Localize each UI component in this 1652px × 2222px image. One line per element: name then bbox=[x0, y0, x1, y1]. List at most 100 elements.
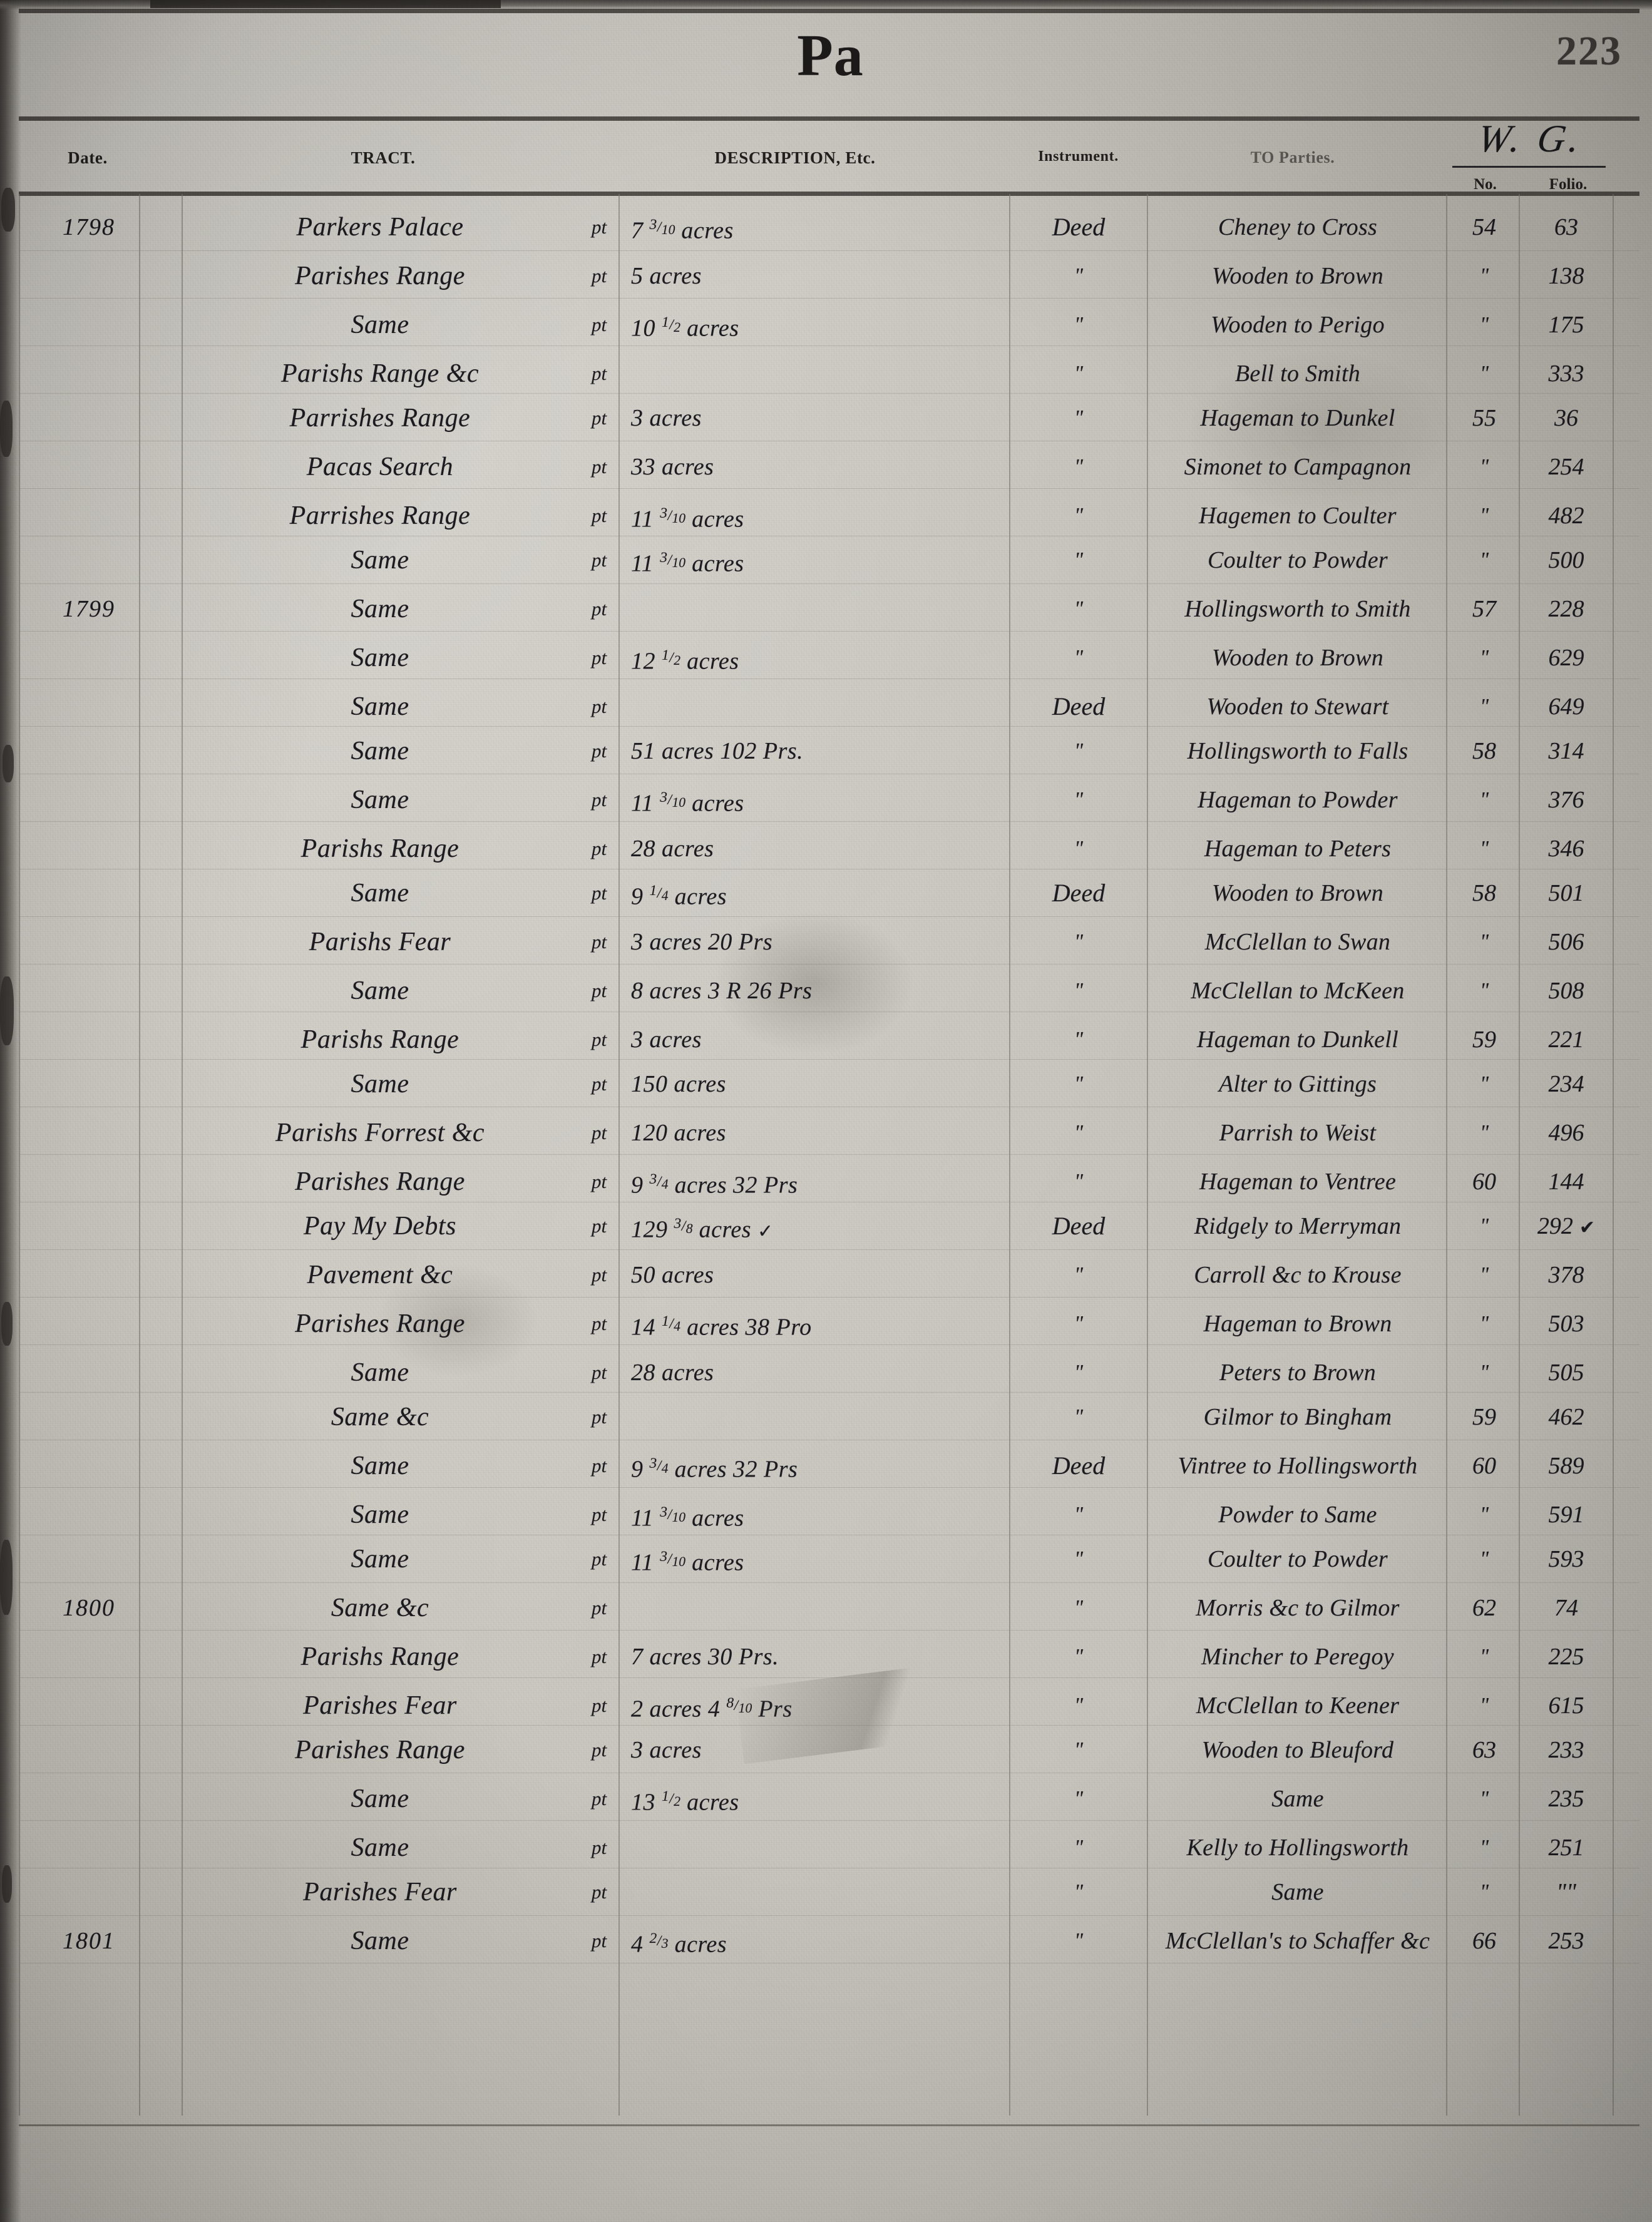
grid-row-line bbox=[19, 1725, 1639, 1726]
table-row[interactable]: Same &c pt " Gilmor to Bingham 59 462 bbox=[19, 1395, 1639, 1442]
cell-date bbox=[40, 492, 138, 540]
cell-description: 8 acres 3 R 26 Prs bbox=[631, 978, 813, 1004]
cell-parties: Hagemen to Coulter bbox=[1199, 503, 1397, 529]
cell-part-marker: pt bbox=[591, 1406, 607, 1428]
cell-parties: McClellan to Swan bbox=[1204, 929, 1391, 955]
cell-date bbox=[40, 301, 138, 349]
grid-line-no bbox=[1446, 194, 1447, 2116]
grid-line-parties bbox=[1147, 194, 1148, 2116]
cell-parties: Alter to Gittings bbox=[1218, 1071, 1377, 1097]
rule-under-title bbox=[19, 116, 1639, 121]
table-row[interactable]: Same pt 11 3/10 acres " Coulter to Powder " 59… bbox=[19, 1537, 1639, 1585]
cell-date bbox=[40, 1682, 138, 1729]
cell-no: " bbox=[1479, 455, 1489, 478]
table-row[interactable]: Parrishes Range pt 3 acres " Hageman to Dunk… bbox=[19, 396, 1639, 443]
cell-date: 1801 bbox=[63, 1928, 115, 1954]
cell-description: 33 acres bbox=[631, 454, 714, 480]
table-row[interactable]: Parishs Fear pt 3 acres 20 Prs " McClellan t… bbox=[19, 919, 1639, 966]
cell-folio: "" bbox=[1556, 1879, 1576, 1905]
table-row[interactable]: Same pt 150 acres " Alter to Gittings " 234 bbox=[19, 1062, 1639, 1109]
edge-blot bbox=[0, 976, 14, 1045]
table-row[interactable]: Pavement &c pt 50 acres " Carroll &c to Krou… bbox=[19, 1252, 1639, 1299]
table-row[interactable]: Parishes Fear pt 2 acres 4 8/10 Prs " McClel… bbox=[19, 1680, 1639, 1728]
grid-row-line bbox=[19, 1582, 1639, 1583]
cell-instrument: " bbox=[1074, 739, 1084, 762]
table-row[interactable]: Parrishes Range pt 11 3/10 acres " Hagemen t… bbox=[19, 491, 1639, 538]
table-row[interactable]: Same pt 11 3/10 acres " Hageman to Powder " 37… bbox=[19, 776, 1639, 824]
cell-instrument: Deed bbox=[1052, 879, 1106, 907]
cell-folio: 505 bbox=[1548, 1359, 1584, 1386]
cell-folio: 221 bbox=[1548, 1027, 1584, 1053]
table-row[interactable]: Parishs Range pt 7 acres 30 Prs. " Mincher t… bbox=[19, 1632, 1639, 1680]
cell-folio: 462 bbox=[1548, 1404, 1584, 1430]
table-row[interactable]: Same pt 12 1/2 acres " Wooden to Brown " 629 bbox=[19, 633, 1639, 681]
table-row[interactable]: Parishes Range pt 14 1/4 acres 38 Pro " Hage… bbox=[19, 1299, 1639, 1347]
table-row[interactable]: Parishes Fear pt " Same " "" bbox=[19, 1870, 1639, 1918]
cell-no: " bbox=[1479, 1694, 1489, 1717]
cell-no: " bbox=[1479, 788, 1489, 811]
cell-parties: Bell to Smith bbox=[1234, 361, 1361, 387]
table-row[interactable]: Parishs Range &c pt " Bell to Smith " 333 bbox=[19, 348, 1639, 396]
cell-folio: 508 bbox=[1548, 978, 1584, 1004]
cell-date: 1799 bbox=[63, 596, 115, 622]
table-row[interactable]: 1798 Parkers Palace pt 7 3/10 acres Deed Chen… bbox=[19, 205, 1639, 253]
cell-description: 9 3/4 acres 32 Prs bbox=[631, 1455, 798, 1483]
cell-part-marker: pt bbox=[591, 549, 607, 571]
table-row[interactable]: Parishs Forrest &c pt 120 acres " Parrish to… bbox=[19, 1109, 1639, 1157]
cell-instrument: " bbox=[1074, 406, 1084, 429]
cell-no: " bbox=[1479, 1361, 1489, 1384]
cell-part-marker: pt bbox=[591, 1361, 607, 1383]
cell-parties: Wooden to Bleuford bbox=[1201, 1737, 1394, 1763]
cell-date bbox=[40, 683, 138, 730]
cell-folio: 591 bbox=[1548, 1502, 1584, 1528]
cell-part-marker: pt bbox=[591, 1788, 607, 1810]
table-row[interactable]: Same pt Deed Wooden to Stewart " 649 bbox=[19, 681, 1639, 729]
cell-description: 150 acres bbox=[631, 1071, 726, 1097]
table-row[interactable]: Same pt 10 1/2 acres " Wooden to Perigo " 175 bbox=[19, 300, 1639, 348]
cell-parties: McClellan's to Schaffer &c bbox=[1165, 1928, 1430, 1954]
table-row[interactable]: Same pt 8 acres 3 R 26 Prs " McClellan to Mc… bbox=[19, 966, 1639, 1014]
cell-instrument: Deed bbox=[1052, 1451, 1106, 1480]
cell-date bbox=[40, 918, 138, 966]
table-row[interactable]: Pay My Debts pt 129 3/8 acres ✓ Deed Ridgely … bbox=[19, 1204, 1639, 1252]
cell-instrument: " bbox=[1074, 1361, 1084, 1384]
grid-row-line bbox=[19, 916, 1639, 917]
cell-no: " bbox=[1479, 1312, 1489, 1335]
cell-date bbox=[40, 967, 138, 1015]
table-row[interactable]: Parishs Range pt 28 acres " Hageman to Peter… bbox=[19, 824, 1639, 871]
table-row[interactable]: Same pt 11 3/10 acres " Powder to Same " 591 bbox=[19, 1490, 1639, 1537]
table-row[interactable]: 1801 Same pt 4 2/3 acres " McClellan's to Sch… bbox=[19, 1918, 1639, 1965]
table-row[interactable]: Parishes Range pt 9 3/4 acres 32 Prs " Hagem… bbox=[19, 1157, 1639, 1204]
cell-part-marker: pt bbox=[591, 1548, 607, 1570]
table-row[interactable]: Same pt 13 1/2 acres " Same " 235 bbox=[19, 1775, 1639, 1823]
cell-parties: Powder to Same bbox=[1218, 1502, 1377, 1528]
cell-part-marker: pt bbox=[591, 837, 607, 859]
table-row[interactable]: Same pt 9 3/4 acres 32 Prs Deed Vintree to H… bbox=[19, 1442, 1639, 1490]
table-row[interactable]: Pacas Search pt 33 acres " Simonet to Campag… bbox=[19, 443, 1639, 491]
table-row[interactable]: Parishs Range pt 3 acres " Hageman to Dunkel… bbox=[19, 1014, 1639, 1062]
cell-parties: Wooden to Stewart bbox=[1206, 694, 1389, 720]
table-row[interactable]: Same pt " Kelly to Hollingsworth " 251 bbox=[19, 1823, 1639, 1870]
grid-row-line bbox=[19, 250, 1639, 251]
cell-parties: Hageman to Ventree bbox=[1199, 1169, 1397, 1195]
table-row[interactable]: Same pt 9 1/4 acres Deed Wooden to Brown 58 50… bbox=[19, 871, 1639, 919]
cell-instrument: " bbox=[1074, 930, 1084, 953]
table-row[interactable]: Parishes Range pt 5 acres " Wooden to Brown "… bbox=[19, 253, 1639, 300]
cell-instrument: " bbox=[1074, 597, 1084, 620]
cell-part-marker: pt bbox=[591, 1455, 607, 1477]
cell-parties: Carroll &c to Krouse bbox=[1194, 1262, 1402, 1288]
cell-tract: Parishes Range bbox=[295, 1309, 465, 1338]
table-row[interactable]: Same pt 11 3/10 acres " Coulter to Powder " 50… bbox=[19, 538, 1639, 586]
table-row[interactable]: Parishes Range pt 3 acres " Wooden to Bleufo… bbox=[19, 1728, 1639, 1775]
column-header-parties: TO Parties. bbox=[1250, 148, 1335, 166]
cell-tract: Same bbox=[351, 643, 409, 672]
table-row[interactable]: 1800 Same &c pt " Morris &c to Gilmor 62 74 bbox=[19, 1585, 1639, 1632]
table-row[interactable]: Same pt 28 acres " Peters to Brown " 505 bbox=[19, 1347, 1639, 1395]
cell-tract: Parishs Range bbox=[300, 1642, 459, 1671]
table-row[interactable]: 1799 Same pt " Hollingsworth to Smith 57 228 bbox=[19, 586, 1639, 633]
cell-instrument: " bbox=[1074, 1929, 1084, 1952]
cell-date bbox=[40, 1109, 138, 1157]
cell-tract: Pavement &c bbox=[307, 1261, 453, 1289]
cell-tract: Same bbox=[351, 1500, 409, 1529]
table-row[interactable]: Same pt 51 acres 102 Prs. " Hollingsworth to… bbox=[19, 729, 1639, 776]
